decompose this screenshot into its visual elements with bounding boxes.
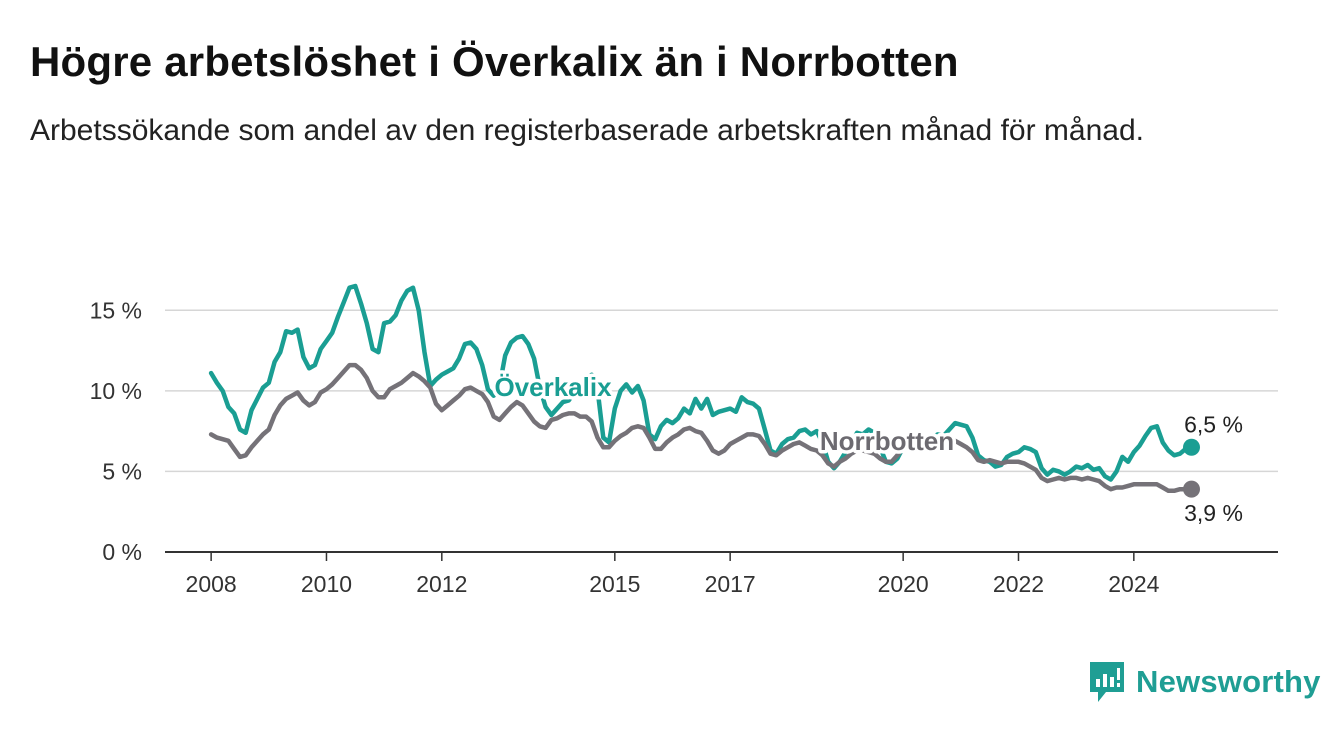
series-end-label: 6,5 %	[1184, 411, 1243, 437]
x-tick-label: 2017	[705, 571, 756, 597]
series-end-label: 3,9 %	[1184, 500, 1243, 526]
series-name-halo: Överkalix	[494, 372, 612, 402]
series-name-label: Norrbotten	[820, 426, 954, 456]
x-tick-label: 2015	[589, 571, 640, 597]
series-end-dot	[1182, 480, 1200, 498]
y-axis-ticks: 0 % 5 % 10 % 15 %	[90, 297, 142, 565]
newsworthy-logo-icon	[1090, 662, 1124, 702]
y-tick-label: 5 %	[102, 458, 142, 484]
x-tick-label: 2022	[993, 571, 1044, 597]
newsworthy-logo: Newsworthy	[1088, 660, 1321, 704]
series-line-norrbotten	[208, 362, 1194, 494]
chart-subtitle: Arbetssökande som andel av den registerb…	[30, 114, 1144, 147]
series-lines	[208, 283, 1200, 498]
series-name-label: Överkalix	[494, 372, 612, 402]
y-tick-label: 15 %	[90, 297, 142, 323]
x-tick-label: 2010	[301, 571, 352, 597]
series-end-dot	[1182, 438, 1200, 456]
series-line-överkalix	[208, 283, 1194, 482]
y-tick-label: 10 %	[90, 378, 142, 404]
chart-title: Högre arbetslöshet i Överkalix än i Norr…	[30, 38, 959, 85]
x-tick-label: 2012	[416, 571, 467, 597]
x-tick-label: 2024	[1108, 571, 1159, 597]
x-axis: 2008 2010 2012 2015 2017 2020 2022 2024	[165, 551, 1278, 597]
y-tick-label: 0 %	[102, 539, 142, 565]
series-name-halo: Norrbotten	[820, 426, 954, 456]
x-tick-label: 2020	[878, 571, 929, 597]
series-labels: 6,5 %3,9 %ÖverkalixÖverkalixNorrbottenNo…	[491, 369, 1243, 527]
brand-name: Newsworthy	[1136, 664, 1321, 699]
x-tick-label: 2008	[186, 571, 237, 597]
